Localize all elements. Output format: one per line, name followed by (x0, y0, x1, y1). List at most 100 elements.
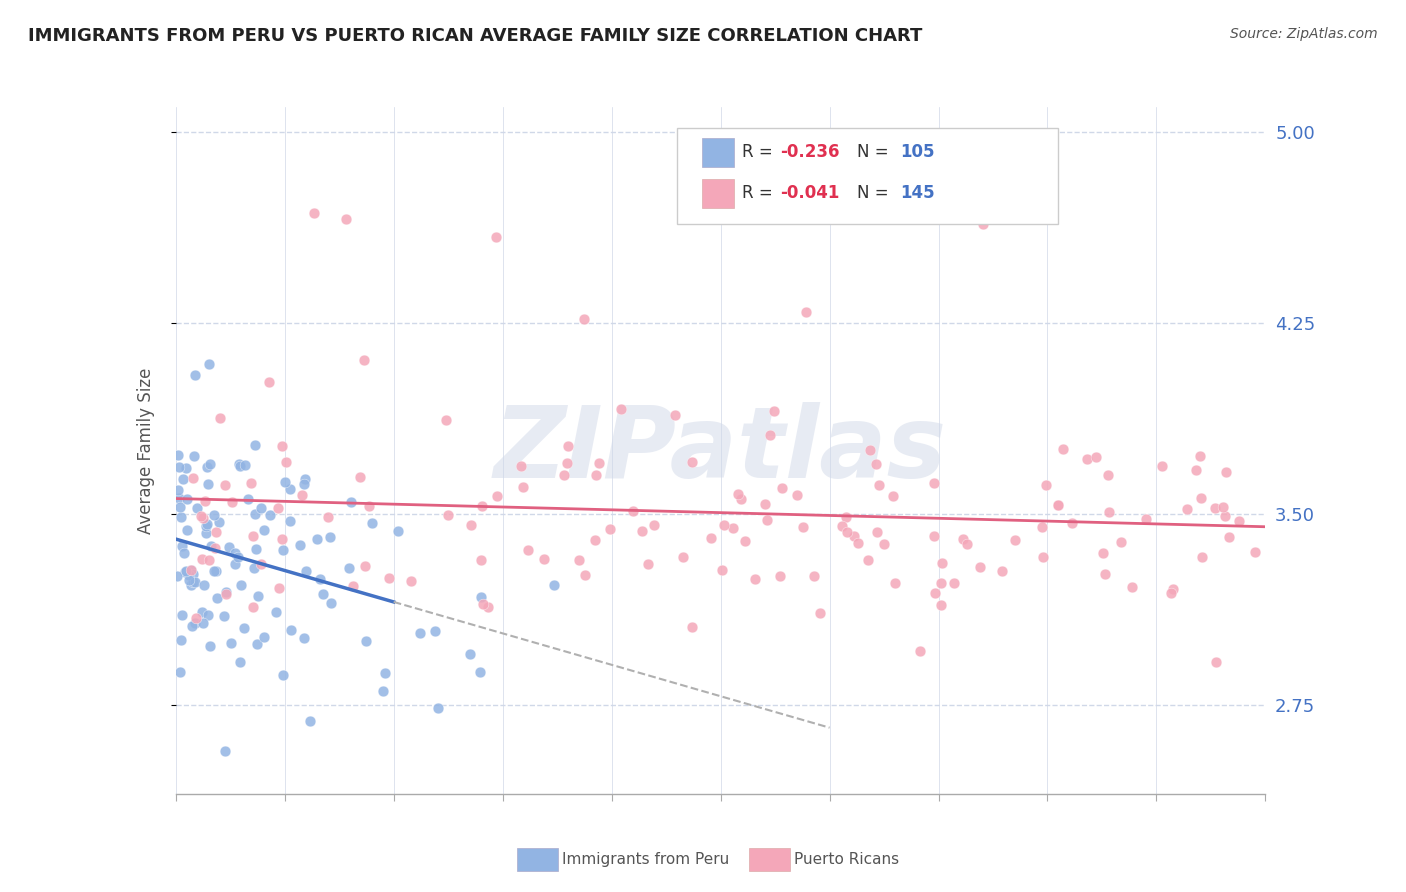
Puerto Ricans (267, 581, 290, 595)
Puerto Ricans (1160, 585, 1182, 599)
Puerto Ricans (1092, 546, 1115, 560)
Immigrants from Peru (458, 647, 481, 661)
Puerto Ricans (868, 478, 890, 492)
Puerto Ricans (274, 455, 297, 469)
Puerto Ricans (599, 522, 621, 536)
Immigrants from Peru (197, 357, 219, 371)
Immigrants from Peru (409, 626, 432, 640)
Puerto Ricans (512, 480, 534, 494)
Puerto Ricans (214, 478, 236, 492)
Puerto Ricans (969, 560, 991, 574)
Immigrants from Peru (278, 514, 301, 528)
Puerto Ricans (929, 576, 952, 591)
Puerto Ricans (664, 409, 686, 423)
Puerto Ricans (209, 410, 232, 425)
Puerto Ricans (1218, 530, 1240, 544)
Immigrants from Peru (176, 492, 198, 507)
Puerto Ricans (756, 513, 779, 527)
Puerto Ricans (460, 518, 482, 533)
Immigrants from Peru (243, 561, 266, 575)
Puerto Ricans (572, 311, 595, 326)
Puerto Ricans (835, 525, 858, 540)
Immigrants from Peru (183, 574, 205, 589)
Puerto Ricans (672, 550, 695, 565)
Immigrants from Peru (176, 523, 198, 537)
Immigrants from Peru (273, 475, 295, 490)
Immigrants from Peru (318, 530, 340, 544)
Puerto Ricans (759, 427, 782, 442)
Puerto Ricans (485, 489, 508, 503)
Puerto Ricans (681, 455, 703, 469)
Puerto Ricans (1097, 467, 1119, 482)
Puerto Ricans (205, 524, 228, 539)
Puerto Ricans (808, 606, 831, 620)
Immigrants from Peru (186, 501, 208, 516)
Text: Immigrants from Peru: Immigrants from Peru (562, 853, 730, 867)
Puerto Ricans (215, 587, 238, 601)
Puerto Ricans (585, 467, 607, 482)
Immigrants from Peru (292, 631, 315, 645)
Immigrants from Peru (198, 457, 221, 471)
Immigrants from Peru (214, 609, 236, 624)
Puerto Ricans (990, 564, 1012, 578)
Puerto Ricans (250, 558, 273, 572)
Immigrants from Peru (170, 539, 193, 553)
Puerto Ricans (721, 521, 744, 535)
Immigrants from Peru (247, 589, 270, 603)
Immigrants from Peru (236, 491, 259, 506)
Puerto Ricans (378, 571, 401, 585)
Puerto Ricans (792, 520, 814, 534)
Puerto Ricans (353, 559, 375, 574)
Immigrants from Peru (218, 540, 240, 554)
Puerto Ricans (1212, 500, 1234, 515)
Immigrants from Peru (204, 565, 226, 579)
Puerto Ricans (1098, 505, 1121, 519)
Immigrants from Peru (259, 508, 281, 522)
Immigrants from Peru (215, 584, 238, 599)
Puerto Ricans (866, 524, 889, 539)
Puerto Ricans (786, 488, 808, 502)
Immigrants from Peru (294, 472, 316, 486)
Immigrants from Peru (173, 566, 195, 580)
Puerto Ricans (574, 567, 596, 582)
Puerto Ricans (271, 439, 294, 453)
Immigrants from Peru (246, 637, 269, 651)
Immigrants from Peru (183, 450, 205, 464)
Immigrants from Peru (202, 564, 225, 578)
Puerto Ricans (1215, 465, 1237, 479)
Puerto Ricans (191, 551, 214, 566)
Puerto Ricans (873, 537, 896, 551)
Text: 145: 145 (900, 184, 935, 202)
Puerto Ricans (1121, 580, 1143, 594)
Puerto Ricans (610, 402, 633, 417)
Puerto Ricans (184, 611, 207, 625)
Puerto Ricans (1205, 655, 1227, 669)
Immigrants from Peru (181, 566, 204, 581)
Puerto Ricans (180, 563, 202, 577)
Immigrants from Peru (280, 623, 302, 637)
Puerto Ricans (621, 504, 644, 518)
Immigrants from Peru (253, 630, 276, 644)
Puerto Ricans (929, 598, 952, 612)
Immigrants from Peru (174, 564, 197, 578)
Puerto Ricans (242, 599, 264, 614)
Text: N =: N = (856, 143, 894, 161)
Immigrants from Peru (233, 621, 256, 635)
Puerto Ricans (257, 376, 280, 390)
Puerto Ricans (1135, 511, 1157, 525)
Puerto Ricans (734, 534, 756, 549)
Puerto Ricans (1204, 501, 1226, 516)
Immigrants from Peru (250, 500, 273, 515)
Immigrants from Peru (195, 460, 218, 475)
Immigrants from Peru (166, 448, 188, 462)
Puerto Ricans (485, 229, 508, 244)
Immigrants from Peru (292, 476, 315, 491)
Puerto Ricans (1076, 452, 1098, 467)
Puerto Ricans (700, 531, 723, 545)
Text: -0.041: -0.041 (780, 184, 839, 202)
Immigrants from Peru (224, 546, 246, 560)
Puerto Ricans (1004, 533, 1026, 547)
Immigrants from Peru (470, 665, 492, 679)
Puerto Ricans (713, 518, 735, 533)
Text: 105: 105 (900, 143, 935, 161)
